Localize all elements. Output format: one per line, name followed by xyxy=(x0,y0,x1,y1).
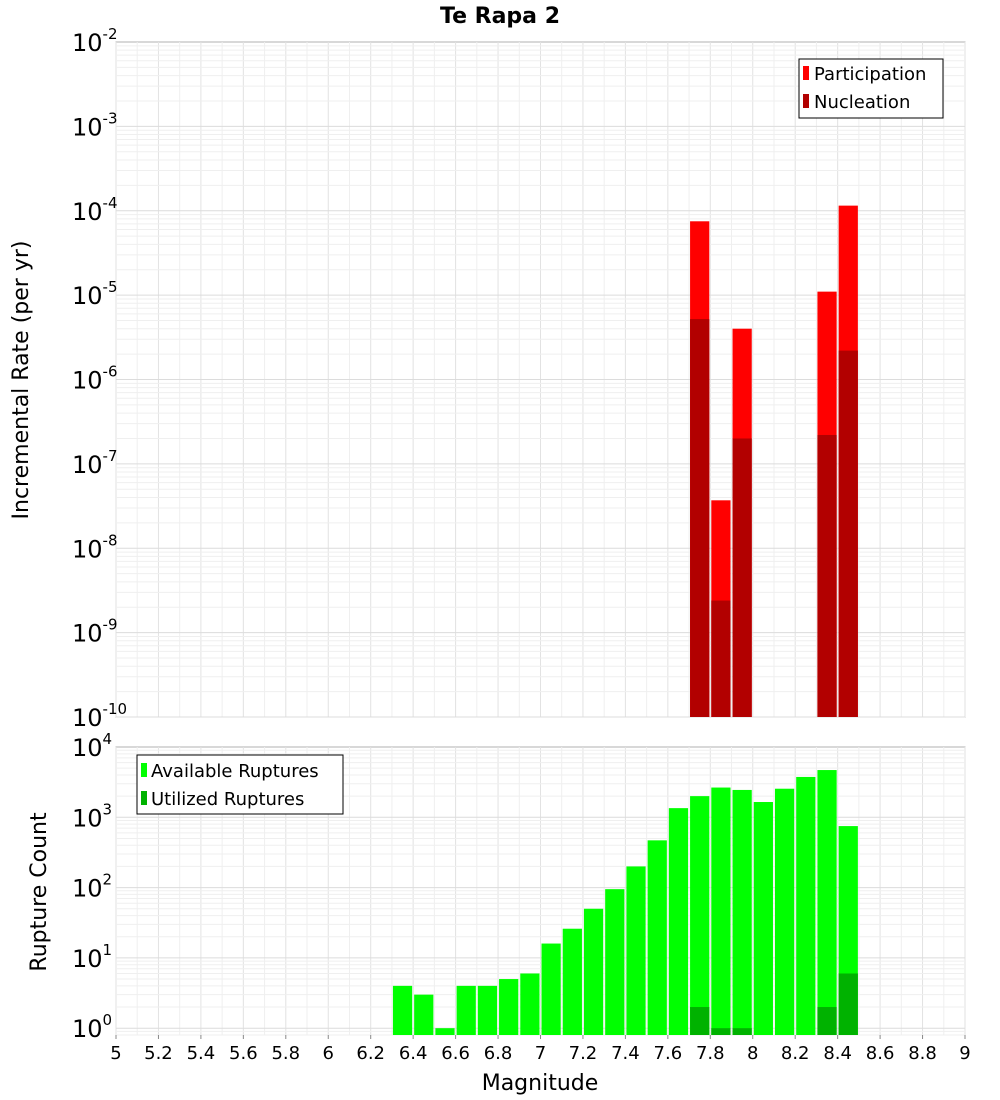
x-tick-label: 6.8 xyxy=(484,1043,513,1064)
bottom-bar-available-ruptures xyxy=(456,985,476,1035)
x-tick-label: 7 xyxy=(535,1043,546,1064)
x-tick-label: 5.2 xyxy=(144,1043,173,1064)
bottom-bar-available-ruptures xyxy=(414,994,434,1035)
x-tick-label: 8.2 xyxy=(781,1043,810,1064)
top-y-tick-label: 10-8 xyxy=(72,531,118,563)
bottom-y-axis-label: Rupture Count xyxy=(27,812,52,972)
top-y-tick-label: 10-5 xyxy=(72,278,118,310)
bottom-bar-utilized-ruptures xyxy=(732,1028,752,1035)
legend-swatch-participation xyxy=(803,66,809,80)
top-y-tick-label: 10-3 xyxy=(72,109,118,141)
x-tick-label: 8 xyxy=(747,1043,758,1064)
x-tick-label: 5.4 xyxy=(187,1043,216,1064)
bottom-bar-utilized-ruptures xyxy=(838,973,858,1035)
x-tick-label: 7.8 xyxy=(696,1043,725,1064)
x-tick-label: 6.6 xyxy=(441,1043,470,1064)
bottom-legend: Available Ruptures Utilized Ruptures xyxy=(136,754,344,815)
x-tick-label: 5.6 xyxy=(229,1043,258,1064)
x-tick-label: 5 xyxy=(110,1043,121,1064)
bottom-bar-available-ruptures xyxy=(520,973,540,1035)
legend-label-available: Available Ruptures xyxy=(151,761,319,782)
bottom-bar-available-ruptures xyxy=(668,808,689,1035)
legend-swatch-available xyxy=(141,763,147,777)
top-grid xyxy=(115,42,966,718)
x-tick-label: 7.4 xyxy=(611,1043,640,1064)
x-tick-label: 8.8 xyxy=(908,1043,937,1064)
bottom-bar-available-ruptures xyxy=(435,1028,455,1035)
legend-label-utilized: Utilized Ruptures xyxy=(151,789,304,810)
bottom-bar-available-ruptures xyxy=(499,979,519,1035)
legend-swatch-utilized xyxy=(141,791,147,805)
top-legend-box xyxy=(798,58,944,119)
bottom-y-tick-label: 101 xyxy=(72,941,112,973)
bottom-bar-available-ruptures xyxy=(605,889,625,1035)
top-legend: Participation Nucleation xyxy=(798,58,944,119)
bottom-y-tick-label: 100 xyxy=(72,1011,112,1043)
chart-title: Te Rapa 2 xyxy=(440,4,560,29)
bottom-bar-available-ruptures xyxy=(541,943,561,1035)
bottom-bar-available-ruptures xyxy=(732,789,752,1035)
legend-swatch-nucleation xyxy=(803,94,809,108)
bottom-y-ticks: 104 103 102 101 100 xyxy=(72,730,112,1043)
top-bars xyxy=(690,205,858,718)
bottom-bar-available-ruptures xyxy=(774,788,795,1035)
x-tick-label: 9 xyxy=(959,1043,970,1064)
bottom-bar-available-ruptures xyxy=(753,802,773,1035)
bottom-bar-available-ruptures xyxy=(392,985,413,1035)
top-y-tick-label: 10-7 xyxy=(72,447,118,479)
bottom-bar-available-ruptures xyxy=(562,928,582,1035)
x-tick-label: 7.2 xyxy=(569,1043,598,1064)
x-tick-label: 6.4 xyxy=(399,1043,428,1064)
top-bar-nucleation xyxy=(690,319,710,717)
bottom-y-tick-label: 102 xyxy=(72,871,112,903)
bottom-bar-available-ruptures xyxy=(690,796,710,1035)
top-y-tick-label: 10-10 xyxy=(72,700,127,732)
x-ticks: 5 5.2 5.4 5.6 5.8 6 6.2 6.4 6.6 6.8 7 7.2 7.4 7.6 7.8 8… xyxy=(110,1035,971,1064)
x-tick-label: 6.2 xyxy=(356,1043,385,1064)
x-tick-label: 5.8 xyxy=(271,1043,300,1064)
top-y-ticks: 10-2 10-3 10-4 10-5 10-6 10-7 10-8 10-9 10-10 xyxy=(72,25,127,732)
bottom-panel: 104 103 102 101 100 5 5.2 5.4 5.6 5.8 6 6.2 6.4 6.6 6… xyxy=(27,730,971,1096)
bottom-bar-available-ruptures xyxy=(796,776,816,1035)
top-bar-nucleation xyxy=(838,350,858,717)
bottom-bar-utilized-ruptures xyxy=(711,1028,731,1035)
bottom-grid xyxy=(115,747,966,1036)
bottom-bar-available-ruptures xyxy=(817,770,837,1035)
top-y-axis-label: Incremental Rate (per yr) xyxy=(9,241,34,520)
top-y-tick-label: 10-9 xyxy=(72,616,118,648)
legend-label-nucleation: Nucleation xyxy=(814,92,910,113)
top-panel: 10-2 10-3 10-4 10-5 10-6 10-7 10-8 10-9 10-10 In… xyxy=(9,25,966,732)
x-tick-label: 8.4 xyxy=(823,1043,852,1064)
bottom-bars xyxy=(392,770,858,1035)
bottom-y-tick-label: 103 xyxy=(72,800,112,832)
x-tick-label: 6 xyxy=(323,1043,334,1064)
bottom-bar-available-ruptures xyxy=(477,985,498,1035)
x-tick-label: 7.6 xyxy=(654,1043,683,1064)
bottom-bar-available-ruptures xyxy=(583,908,604,1035)
top-bar-nucleation xyxy=(817,434,837,717)
bottom-bar-available-ruptures xyxy=(647,840,667,1035)
bottom-bar-available-ruptures xyxy=(711,787,731,1035)
top-y-tick-label: 10-4 xyxy=(72,194,118,226)
bottom-bar-available-ruptures xyxy=(626,866,646,1035)
x-tick-label: 8.6 xyxy=(866,1043,895,1064)
top-y-tick-label: 10-2 xyxy=(72,25,118,57)
bottom-y-tick-label: 104 xyxy=(72,730,112,762)
x-axis-label: Magnitude xyxy=(482,1071,599,1096)
top-bar-nucleation xyxy=(711,600,731,717)
top-y-tick-label: 10-6 xyxy=(72,363,118,395)
bottom-bar-utilized-ruptures xyxy=(690,1007,710,1035)
bottom-bar-utilized-ruptures xyxy=(817,1007,837,1035)
legend-label-participation: Participation xyxy=(814,64,926,85)
top-bar-nucleation xyxy=(732,438,752,717)
bottom-legend-box xyxy=(136,754,344,815)
